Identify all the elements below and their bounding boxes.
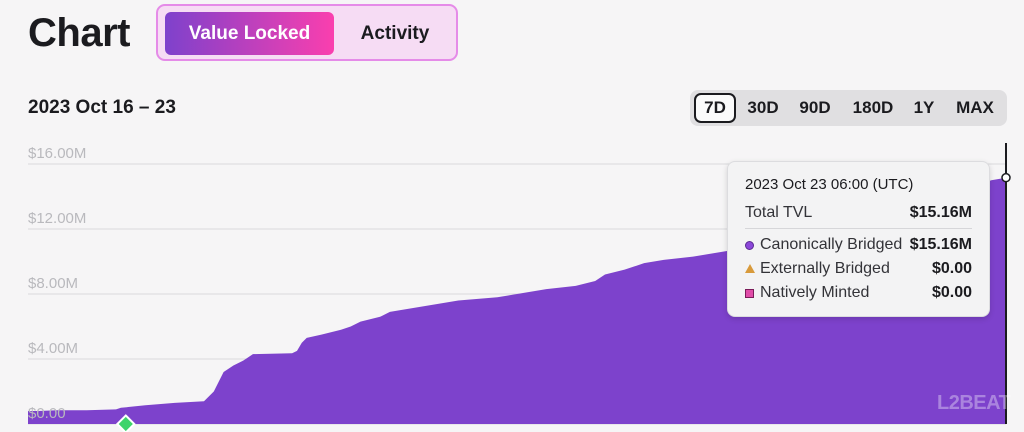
circle-marker-icon [745, 241, 754, 250]
tooltip-row-label: Natively Minted [760, 284, 870, 301]
event-marker-icon[interactable] [115, 414, 136, 432]
tooltip-divider [745, 228, 972, 229]
tooltip-row-canonically-bridged: Canonically Bridged $15.16M [745, 234, 972, 256]
tooltip-row-value: $0.00 [931, 260, 972, 277]
range-30d-button[interactable]: 30D [747, 98, 779, 117]
tooltip-date: 2023 Oct 23 06:00 (UTC) [745, 176, 914, 193]
tooltip-total-row: Total TVL $15.16M [745, 202, 972, 224]
y-tick-label: $12.00M [28, 210, 86, 227]
range-7d-button[interactable]: 7D [694, 93, 736, 123]
tooltip-row-value: $15.16M [909, 236, 972, 253]
hover-point [1001, 172, 1011, 183]
chart-tooltip: 2023 Oct 23 06:00 (UTC) Total TVL $15.16… [727, 161, 990, 317]
range-max-button[interactable]: MAX [956, 98, 994, 117]
tooltip-row-label: Externally Bridged [760, 260, 890, 277]
tooltip-total-value: $15.16M [909, 204, 972, 221]
y-tick-label: $4.00M [28, 340, 78, 357]
tooltip-row-externally-bridged: Externally Bridged $0.00 [745, 258, 972, 280]
tooltip-row-natively-minted: Natively Minted $0.00 [745, 282, 972, 304]
date-range-label: 2023 Oct 16 – 23 [28, 97, 176, 118]
y-tick-label: $16.00M [28, 145, 86, 162]
tooltip-row-value: $0.00 [931, 284, 972, 301]
square-marker-icon [745, 289, 754, 298]
tooltip-row-label: Canonically Bridged [760, 236, 903, 253]
tab-activity[interactable]: Activity [360, 23, 430, 44]
y-tick-label: $0.00 [28, 405, 66, 422]
triangle-marker-icon [745, 264, 755, 273]
tooltip-total-label: Total TVL [745, 204, 813, 221]
metric-tab-switcher: Value Locked Activity [156, 4, 458, 61]
range-selector: 7D 30D 90D 180D 1Y MAX [690, 90, 1007, 126]
l2beat-watermark: L2BEAT [937, 392, 1011, 414]
series-area-canonically-bridged [28, 177, 1006, 424]
range-90d-button[interactable]: 90D [799, 98, 831, 117]
range-1y-button[interactable]: 1Y [913, 98, 935, 117]
page-title: Chart [28, 11, 130, 55]
y-tick-label: $8.00M [28, 275, 78, 292]
range-180d-button[interactable]: 180D [852, 98, 894, 117]
tab-value-locked[interactable]: Value Locked [165, 12, 334, 55]
